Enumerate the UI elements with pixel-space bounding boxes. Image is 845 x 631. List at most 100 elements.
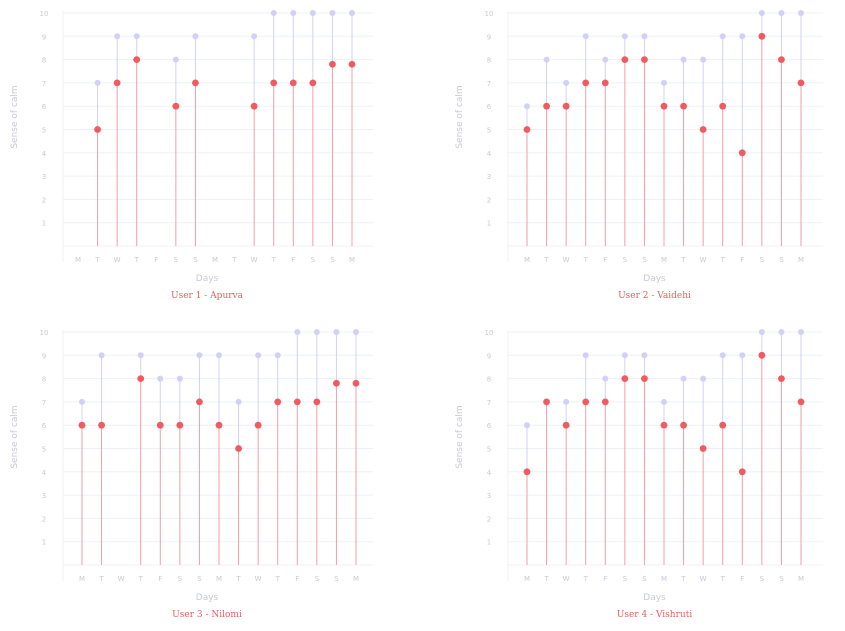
dot-upper: [255, 352, 262, 359]
dot-lower: [719, 102, 727, 110]
x-tick-label: M: [798, 575, 804, 583]
dot-lower: [797, 79, 805, 87]
dot-lower: [582, 398, 590, 406]
y-tick-label: 5: [42, 446, 46, 454]
dot-upper: [313, 329, 320, 335]
x-tick-label: S: [334, 575, 339, 583]
y-tick-label: 6: [42, 103, 47, 111]
chart-title: User 4 - Vishruti: [617, 610, 693, 620]
x-tick-label: M: [212, 256, 218, 264]
y-tick-label: 3: [487, 492, 491, 500]
x-tick-label: S: [779, 256, 784, 264]
dot-upper: [172, 56, 179, 63]
x-tick-label: S: [623, 256, 628, 264]
x-tick-label: S: [779, 575, 784, 583]
dot-lower: [78, 421, 86, 429]
dot-lower: [523, 468, 531, 476]
dot-lower: [215, 421, 223, 429]
x-tick-label: S: [315, 575, 320, 583]
y-tick-label: 6: [487, 422, 492, 430]
chart-panel-3: 1 2 3 4 5 6 7 8 9 10 M T W T F S S M T W T F S S M Sense of calm D…: [10, 329, 373, 620]
x-tick-label: F: [291, 256, 295, 264]
dot-lower: [758, 32, 766, 40]
dot-upper: [641, 352, 648, 359]
dot-upper: [758, 10, 765, 16]
y-tick-label: 3: [42, 173, 46, 181]
dot-lower: [196, 398, 203, 406]
dot-lower: [778, 56, 785, 63]
y-tick-label: 4: [42, 469, 47, 477]
y-tick-label: 2: [487, 515, 491, 523]
chart-title: User 1 - Apurva: [171, 291, 244, 301]
x-tick-label: W: [114, 256, 121, 264]
x-tick-label: W: [255, 575, 262, 583]
y-tick-label: 7: [42, 399, 46, 407]
dot-lower: [738, 149, 746, 157]
dot-lower: [348, 60, 356, 68]
dot-upper: [641, 33, 648, 40]
x-tick-label: W: [700, 256, 707, 264]
dot-upper: [137, 352, 144, 359]
dot-lower: [176, 421, 184, 429]
dot-upper: [290, 10, 297, 16]
dot-upper: [798, 329, 804, 335]
dot-upper: [524, 422, 530, 429]
dot-upper: [778, 329, 785, 335]
dot-upper: [98, 352, 105, 359]
dot-lower: [289, 79, 297, 87]
chart-title: User 2 - Vaidehi: [618, 291, 691, 301]
dot-upper: [563, 398, 570, 405]
dot-lower: [192, 79, 199, 87]
x-tick-label: F: [295, 575, 299, 583]
dot-lower: [660, 102, 668, 110]
dot-lower: [329, 60, 336, 68]
dot-lower: [352, 379, 360, 387]
dot-upper: [778, 10, 785, 16]
dot-lower: [699, 126, 707, 133]
y-tick-label: 8: [487, 57, 491, 65]
dot-upper: [661, 398, 667, 405]
y-tick-label: 9: [42, 33, 46, 41]
dot-lower: [309, 79, 317, 87]
dot-lower: [641, 56, 648, 63]
dot-upper: [621, 352, 628, 359]
dot-lower: [738, 468, 746, 476]
y-tick-label: 8: [487, 376, 491, 384]
chart-panel-2: 1 2 3 4 5 6 7 8 9 10 M T W T F S S M T W T F S S M Sense of calm D…: [455, 10, 823, 301]
x-tick-label: T: [543, 575, 549, 583]
x-tick-label: T: [94, 256, 100, 264]
chart-title: User 3 - Nilomi: [172, 610, 242, 620]
dot-lower: [680, 421, 687, 429]
dot-upper: [739, 33, 746, 40]
y-tick-label: 9: [42, 352, 46, 360]
y-tick-label: 10: [40, 329, 49, 337]
dot-lower: [758, 351, 766, 359]
x-tick-label: S: [311, 256, 316, 264]
dot-upper: [602, 375, 609, 382]
y-axis-title: Sense of calm: [455, 405, 465, 468]
dot-lower: [313, 398, 321, 406]
y-tick-label: 5: [42, 127, 46, 135]
chart-panel-1: 1 2 3 4 5 6 7 8 9 10 M T W T F S S M T W T F S S M Sense of calm D…: [10, 10, 373, 301]
dot-upper: [333, 329, 340, 335]
x-tick-label: F: [740, 256, 744, 264]
x-tick-label: T: [680, 575, 686, 583]
x-axis-title: Days: [196, 593, 219, 603]
x-tick-label: F: [603, 575, 607, 583]
x-tick-label: S: [174, 256, 179, 264]
x-tick-label: T: [138, 575, 144, 583]
x-tick-label: T: [680, 256, 686, 264]
dot-lower: [797, 398, 805, 406]
y-tick-label: 7: [487, 80, 491, 88]
dot-upper: [739, 352, 746, 359]
dot-lower: [543, 398, 550, 406]
y-axis-title: Sense of calm: [455, 85, 465, 148]
dot-upper: [582, 33, 589, 40]
x-tick-label: M: [661, 575, 667, 583]
y-tick-label: 6: [487, 103, 492, 111]
dot-upper: [216, 352, 222, 359]
y-tick-label: 2: [42, 196, 46, 204]
x-tick-label: M: [524, 256, 530, 264]
y-tick-label: 10: [485, 10, 494, 18]
dot-lower: [235, 445, 242, 452]
